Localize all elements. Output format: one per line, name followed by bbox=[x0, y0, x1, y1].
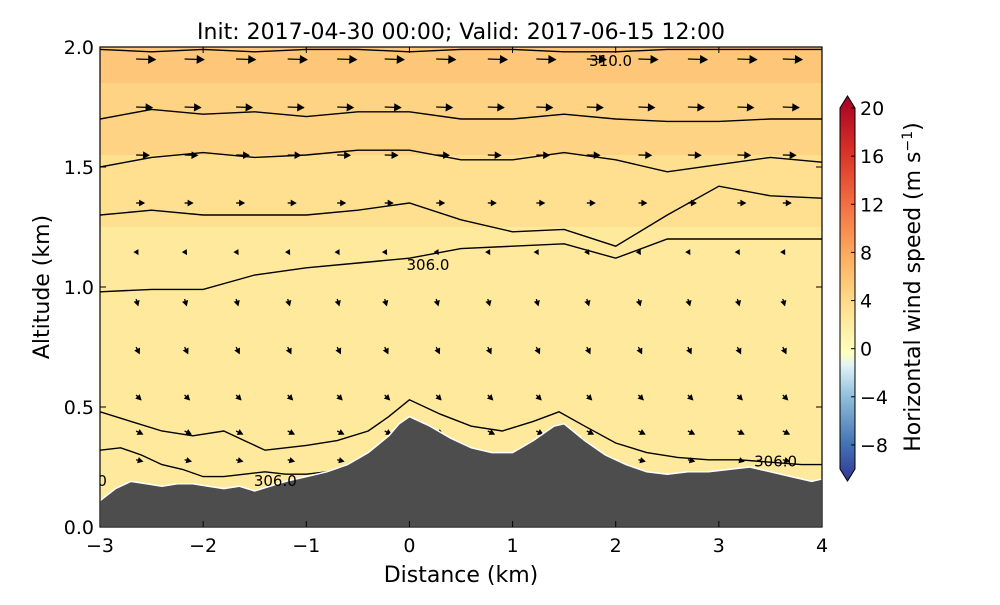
colorbar-tick-label: 8 bbox=[860, 242, 872, 264]
colorbar-label-close: ) bbox=[901, 122, 926, 131]
x-tick-label: 2 bbox=[610, 535, 622, 557]
y-tick-label: 0.5 bbox=[64, 397, 94, 419]
y-axis-label: Altitude (km) bbox=[30, 215, 55, 359]
wind-vector bbox=[783, 395, 788, 400]
colorbar-body bbox=[840, 96, 855, 481]
y-tick-label: 0.0 bbox=[64, 517, 94, 539]
wind-vector bbox=[688, 395, 693, 400]
x-tick-label: 3 bbox=[713, 535, 725, 557]
contour-label: 310.0 bbox=[589, 52, 632, 70]
chart-title: Init: 2017-04-30 00:00; Valid: 2017-06-1… bbox=[197, 20, 725, 45]
wind-vector bbox=[638, 395, 643, 400]
colorbar-tick-label: 16 bbox=[860, 146, 884, 168]
contour-label: 306.0 bbox=[254, 472, 297, 490]
x-tick-label: −2 bbox=[189, 535, 217, 557]
y-tick-label: 1.5 bbox=[64, 157, 94, 179]
contour-label: 0 bbox=[97, 472, 107, 490]
x-tick-label: 4 bbox=[816, 535, 828, 557]
colorbar-ticks: −8 −4 0 4 8 12 16 20 bbox=[851, 98, 888, 457]
wind-vector bbox=[436, 395, 441, 400]
wind-vector bbox=[587, 395, 592, 400]
colorbar-tick-label: 20 bbox=[860, 98, 884, 120]
x-tick-label: −1 bbox=[292, 535, 320, 557]
wind-vector bbox=[536, 395, 541, 400]
colorbar: −8 −4 0 4 8 12 16 20 Horizontal wind speed (m s… bbox=[840, 96, 926, 481]
plot-area: 310.0 306.0 306.0 306.0 0 bbox=[97, 47, 822, 527]
y-tick-label: 2.0 bbox=[64, 37, 94, 59]
y-tick-label: 1.0 bbox=[64, 277, 94, 299]
contour-label: 306.0 bbox=[754, 453, 797, 471]
colorbar-tick-label: −8 bbox=[860, 435, 888, 457]
wind-vector bbox=[737, 395, 742, 400]
colorbar-tick-label: −4 bbox=[860, 387, 888, 409]
colorbar-label: Horizontal wind speed (m s−1) bbox=[900, 122, 926, 452]
colorbar-label-main: Horizontal wind speed (m s bbox=[901, 151, 926, 451]
wind-vector bbox=[337, 395, 342, 400]
wind-vector bbox=[236, 395, 241, 400]
contour-label: 306.0 bbox=[407, 256, 450, 274]
x-tick-label: 1 bbox=[507, 535, 519, 557]
wind-vector bbox=[488, 395, 493, 400]
colorbar-tick-label: 4 bbox=[860, 291, 872, 313]
x-axis-label: Distance (km) bbox=[384, 563, 539, 588]
field-band bbox=[100, 47, 822, 83]
wind-vector bbox=[385, 395, 390, 400]
wind-vector bbox=[185, 395, 190, 400]
colorbar-tick-label: 12 bbox=[860, 194, 884, 216]
colorbar-label-exponent: −1 bbox=[900, 131, 916, 152]
wind-vector bbox=[288, 395, 293, 400]
colorbar-tick-label: 0 bbox=[860, 339, 872, 361]
wind-vector bbox=[136, 395, 141, 400]
x-tick-label: 0 bbox=[403, 535, 415, 557]
